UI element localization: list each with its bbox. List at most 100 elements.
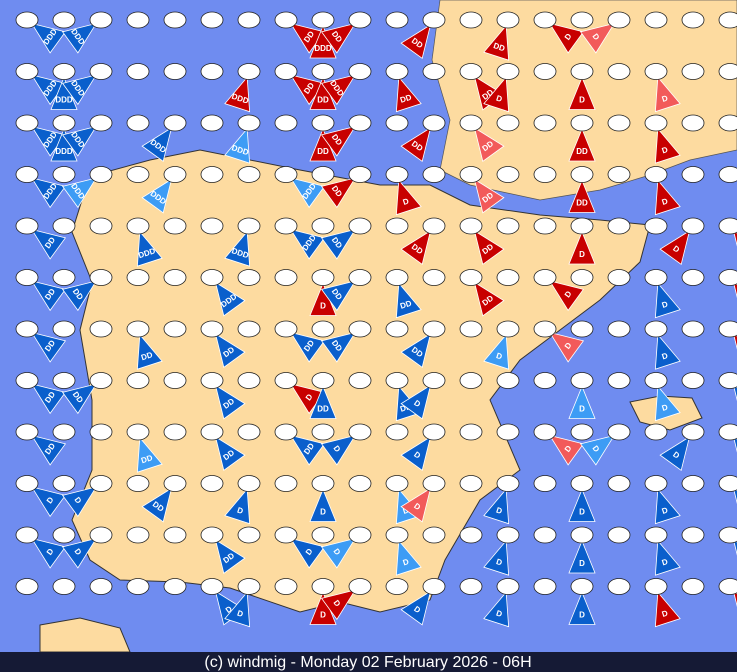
- station-oval: [200, 423, 224, 441]
- station-oval: [274, 475, 298, 492]
- station-oval: [237, 11, 261, 29]
- station-oval: [348, 526, 372, 544]
- arrow-triangle: [30, 280, 67, 312]
- station-oval: [496, 526, 520, 544]
- station-oval: [422, 475, 446, 492]
- station-oval: [274, 269, 298, 286]
- arrow-label: D: [579, 508, 585, 517]
- station-oval: [644, 217, 668, 235]
- arrow-triangle: [289, 537, 326, 569]
- arrow-label: D: [236, 609, 244, 619]
- station-oval: [496, 114, 520, 132]
- station-oval: [348, 114, 372, 132]
- station-oval: [644, 578, 668, 595]
- station-oval: [89, 526, 113, 544]
- wind-arrow: DD: [568, 127, 596, 162]
- arrow-label: D: [412, 604, 422, 615]
- wind-arrow: DD: [400, 126, 432, 163]
- station-oval: [644, 11, 668, 29]
- station-oval: [607, 372, 631, 389]
- station-oval: [126, 269, 150, 286]
- ovals: [15, 11, 737, 595]
- arrow-triangle: [320, 177, 357, 209]
- arrow-triangle: [289, 331, 326, 363]
- station-oval: [237, 372, 261, 389]
- station-oval: [533, 114, 557, 132]
- station-oval: [644, 269, 668, 286]
- arrow-label: D: [320, 508, 326, 517]
- wind-arrow: DD: [483, 24, 510, 61]
- wind-arrow: D: [483, 76, 510, 113]
- station-oval: [200, 320, 224, 338]
- arrow-label: D: [671, 244, 681, 255]
- station-oval: [15, 269, 39, 286]
- arrow-label: D: [412, 501, 422, 512]
- station-oval: [459, 578, 483, 595]
- station-oval: [200, 269, 224, 286]
- station-oval: [200, 372, 224, 389]
- arrow-triangle: [61, 74, 98, 106]
- station-oval: [274, 526, 298, 544]
- station-oval: [274, 11, 298, 29]
- arrow-label: D: [661, 402, 669, 412]
- station-oval: [644, 526, 668, 544]
- station-oval: [89, 423, 113, 441]
- arrow-label: D: [304, 547, 315, 557]
- arrow-triangle: [136, 230, 163, 267]
- station-oval: [52, 475, 76, 492]
- station-oval: [311, 423, 335, 441]
- wind-arrow: D: [224, 591, 251, 628]
- station-oval: [533, 372, 557, 389]
- arrow-triangle: [30, 434, 67, 466]
- wind-arrow: D: [654, 76, 681, 113]
- wind-arrow: DD: [400, 229, 432, 266]
- station-oval: [15, 423, 39, 441]
- station-oval: [718, 475, 737, 492]
- arrow-label: D: [671, 450, 681, 461]
- arrow-triangle: [30, 537, 67, 569]
- station-oval: [607, 217, 631, 235]
- arrow-triangle: [289, 228, 326, 260]
- arrow-triangle: [473, 178, 505, 214]
- station-oval: [274, 63, 298, 80]
- arrow-label: D: [563, 289, 574, 299]
- station-oval: [89, 114, 113, 132]
- arrow-label: D: [320, 611, 326, 620]
- arrow-triangle: [30, 331, 67, 363]
- station-oval: [496, 217, 520, 235]
- station-oval: [311, 578, 335, 595]
- station-oval: [200, 526, 224, 544]
- station-oval: [607, 526, 631, 544]
- station-oval: [126, 578, 150, 595]
- arrow-label: D: [661, 351, 669, 361]
- arrow-label: D: [332, 598, 343, 608]
- wind-arrow: DD: [320, 22, 357, 54]
- station-oval: [89, 63, 113, 80]
- station-oval: [200, 166, 224, 183]
- wind-arrow: DD: [289, 331, 326, 363]
- arrow-triangle: [320, 228, 357, 260]
- wind-arrow: DDD: [289, 177, 326, 209]
- wind-arrow: DD: [309, 385, 337, 419]
- station-oval: [607, 578, 631, 595]
- arrow-triangle: [61, 22, 98, 54]
- arrow-label: D: [563, 341, 574, 351]
- station-oval: [496, 578, 520, 595]
- arrow-triangle: [483, 539, 510, 576]
- wind-arrow: DDD: [30, 74, 67, 106]
- station-oval: [496, 269, 520, 286]
- station-oval: [681, 217, 705, 235]
- arrow-triangle: [30, 486, 67, 518]
- station-oval: [89, 11, 113, 29]
- arrow-label: D: [563, 32, 574, 42]
- station-oval: [459, 114, 483, 132]
- station-oval: [15, 320, 39, 338]
- arrow-triangle: [309, 385, 337, 419]
- arrow-label: D: [563, 444, 574, 454]
- station-oval: [200, 114, 224, 132]
- station-oval: [644, 372, 668, 389]
- wind-arrow: DDD: [61, 22, 98, 54]
- arrow-label: D: [332, 444, 343, 454]
- arrow-triangle: [141, 178, 173, 214]
- station-oval: [385, 372, 409, 389]
